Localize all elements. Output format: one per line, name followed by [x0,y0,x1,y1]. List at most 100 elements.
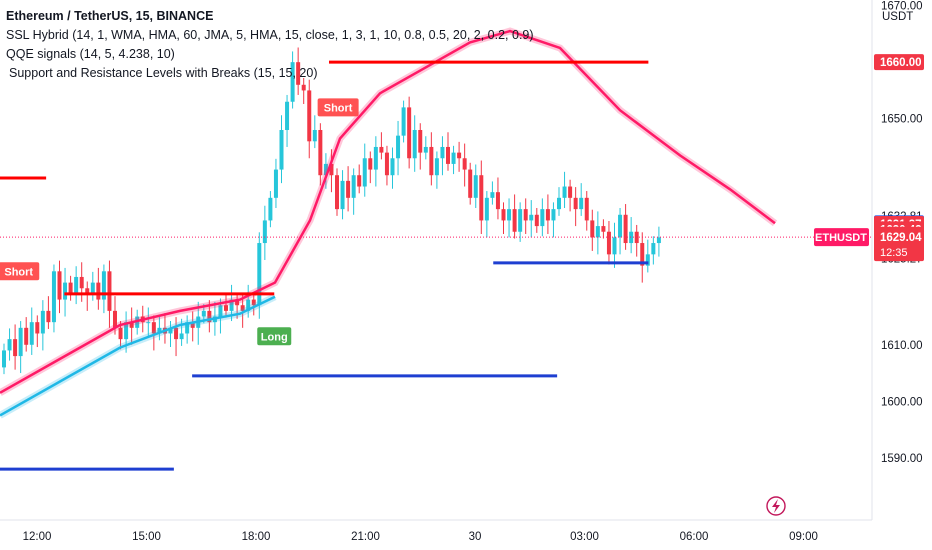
price-label-value: 1629.04 [880,232,922,244]
price-axis[interactable]: 1590.001600.001610.001625.271625.921632.… [874,1,924,465]
price-label-value: 1660.00 [880,57,922,69]
candle [446,146,450,164]
candle [235,299,240,306]
candle [384,152,389,176]
candle [351,175,356,198]
candle [518,209,523,232]
symbol-title[interactable]: Ethereum / TetherUS, 15, BINANCE [6,9,214,23]
candle [46,310,51,323]
short-signal-badge[interactable] [317,98,359,117]
price-tick: 1590.00 [881,453,923,465]
time-tick: 15:00 [132,531,161,543]
candle [523,209,528,221]
candle [651,243,656,255]
candle [573,197,578,210]
candle [29,322,34,345]
candle [307,90,312,142]
candle [640,243,645,266]
candle [529,214,534,221]
candle [484,197,489,221]
candle [312,130,317,142]
candle [335,175,339,210]
symbol-price-tag-label: ETHUSDT [815,232,867,244]
candle [129,322,134,328]
candle [401,107,406,136]
candle [407,107,412,159]
time-tick: 18:00 [242,531,271,543]
symbol-price-tag[interactable] [814,228,869,247]
candle [323,163,328,176]
candle [501,209,506,221]
candle [373,146,378,170]
candle [85,288,90,294]
candle [74,276,79,294]
candle [318,130,323,176]
candle [540,209,545,227]
candle [562,186,567,198]
candle [434,158,439,176]
price-label-countdown: 12:35 [880,247,908,259]
candle [551,209,556,221]
short-signal-badge[interactable] [0,262,40,281]
price-tick: 1650.00 [881,114,923,126]
candle [51,271,56,323]
time-tick: 21:00 [351,531,380,543]
candle [418,130,423,153]
lightning-icon[interactable] [766,496,786,516]
candle [656,237,661,244]
candle [262,220,267,244]
candle [473,175,478,198]
candle [257,243,262,306]
price-label-tag: 1660.00 [874,54,924,71]
candle [190,322,195,328]
candle [2,350,6,368]
candle [495,192,500,210]
price-tick: 1670.00 [881,1,923,13]
candle [440,146,445,159]
candle [368,158,373,170]
candle [534,214,539,227]
candle [24,327,29,345]
time-tick: 30 [469,531,482,543]
price-label-bg [874,54,924,71]
candle [545,209,550,221]
candle [18,327,23,357]
time-tick: 03:00 [570,531,599,543]
time-axis[interactable]: 12:00 15:00 18:00 21:00 30 03:00 06:00 09:00 [23,531,818,543]
candle [63,282,68,300]
candle [390,158,395,176]
candle [35,322,40,334]
candle [490,192,495,198]
signal-label: Short [4,266,33,278]
candle [396,135,401,159]
plot-area: Short Long Short ETHUSDT [0,27,872,471]
candle [612,237,617,255]
candle [462,158,467,170]
candle [296,62,301,85]
candle [251,299,256,306]
candle [79,276,84,289]
candle [579,197,584,210]
signal-label: Short [324,102,353,114]
ssl-cyan-line [0,295,276,417]
candle [124,322,129,340]
candle [329,163,334,176]
candle [118,327,123,340]
candle [151,322,156,334]
price-label-bg [874,229,924,262]
candle [218,305,223,317]
candle [340,180,345,210]
candle [301,84,306,91]
candle [107,271,112,311]
indicator-ssl-hybrid[interactable]: SSL Hybrid (14, 1, WMA, HMA, 60, JMA, 5,… [6,28,534,42]
candle [179,333,184,340]
candle [346,180,351,198]
long-signal-badge[interactable] [257,327,292,346]
candle [174,327,179,340]
indicator-support-resistance[interactable]: Support and Resistance Levels with Break… [9,66,318,80]
candle [229,299,234,311]
candle [512,209,517,232]
indicator-qqe-signals[interactable]: QQE signals (14, 5, 4.238, 10) [6,47,175,61]
candle [468,169,473,198]
